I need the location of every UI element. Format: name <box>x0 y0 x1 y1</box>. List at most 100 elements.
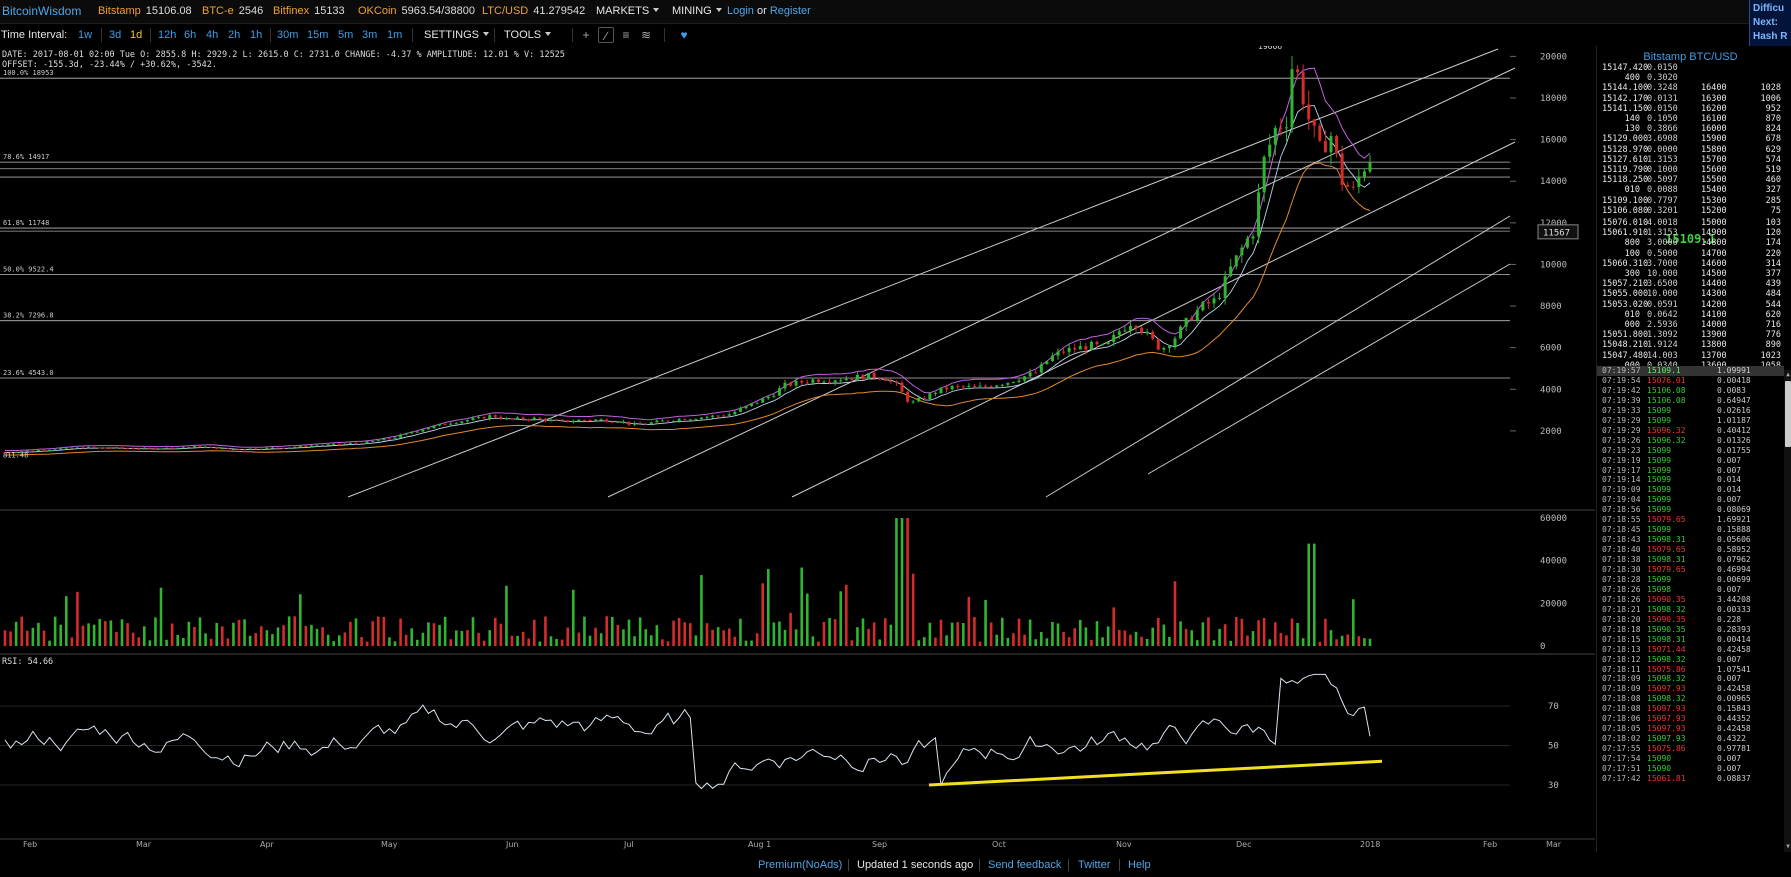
candle-body <box>1128 325 1132 331</box>
candle-body <box>783 382 787 389</box>
trade-amount: 0.0083 <box>1717 385 1746 395</box>
candle-body <box>649 422 653 425</box>
candle-body <box>566 420 570 422</box>
order-row[interactable]: 15119.790 0.1000 15600 519 <box>1597 165 1784 175</box>
order-row[interactable]: 800 3.0000 14800 174 <box>1597 238 1784 248</box>
candle-body <box>839 380 843 382</box>
order-row[interactable]: 15144.100 0.3248 16400 1028 <box>1597 83 1784 93</box>
price-tick-label: 4000 <box>1540 385 1562 395</box>
exchange-ticker-ltcusd[interactable]: LTC/USD 41.279542 <box>482 5 585 17</box>
candle-body <box>822 381 826 383</box>
order-row[interactable]: 010 0.0642 14100 620 <box>1597 310 1784 320</box>
volume-bar <box>449 639 453 646</box>
trendline-tool-icon[interactable]: ∕ <box>598 27 614 43</box>
volume-bar <box>633 636 636 646</box>
interval-30m[interactable]: 30m <box>277 29 299 41</box>
volume-bar <box>499 623 503 646</box>
order-row[interactable]: 15057.210 3.6500 14400 439 <box>1597 279 1784 289</box>
order-row[interactable]: 15118.250 0.5097 15500 460 <box>1597 175 1784 185</box>
bell-icon[interactable]: ♥ <box>680 28 688 42</box>
trade-scrollbar-thumb[interactable] <box>1785 381 1791 447</box>
order-row[interactable]: 15061.910 1.3153 14900 120 <box>1597 228 1784 238</box>
pen-tool-icon[interactable]: ≋ <box>640 28 652 42</box>
candle-body <box>1089 341 1093 350</box>
order-row[interactable]: 15060.310 3.7000 14600 314 <box>1597 259 1784 269</box>
market-title[interactable]: Bitstamp BTC/USD <box>1643 51 1738 63</box>
trade-price: 15098 <box>1647 584 1672 594</box>
order-row[interactable]: 000 0.0340 13600 1058 <box>1597 361 1784 371</box>
difficulty-panel[interactable]: Difficu Next: Hash R <box>1749 0 1791 46</box>
order-row[interactable]: 15051.800 1.3092 13900 776 <box>1597 330 1784 340</box>
order-row[interactable]: 15106.080 0.3201 15200 75 <box>1597 206 1784 216</box>
exchange-ticker-btce[interactable]: BTC-e 2546 <box>202 5 263 17</box>
mining-menu[interactable]: MINING <box>672 5 722 17</box>
volume-bar <box>583 616 586 646</box>
crosshair-tool-icon[interactable]: + <box>582 28 590 42</box>
settings-menu[interactable]: SETTINGS <box>424 29 490 41</box>
interval-1m[interactable]: 1m <box>387 29 403 41</box>
interval-1d[interactable]: 1d <box>130 29 143 41</box>
order-row[interactable]: 15127.610 1.3153 15700 574 <box>1597 155 1784 165</box>
order-row[interactable]: 15047.480 14.003 13700 1023 <box>1597 351 1784 361</box>
login-link[interactable]: Login <box>727 5 754 17</box>
order-row[interactable]: 000 2.5936 14000 716 <box>1597 320 1784 330</box>
depth-price: 14100 <box>1701 309 1727 320</box>
order-row[interactable]: 15129.000 3.6908 15900 678 <box>1597 134 1784 144</box>
order-row[interactable]: 140 0.1050 16100 870 <box>1597 114 1784 124</box>
order-row[interactable]: 15053.020 0.0591 14200 544 <box>1597 300 1784 310</box>
feedback-link[interactable]: Send feedback <box>988 859 1062 871</box>
candle-body <box>1084 346 1088 350</box>
interval-1w[interactable]: 1w <box>78 29 93 41</box>
trade-scrollbar[interactable] <box>1784 370 1791 852</box>
interval-4h[interactable]: 4h <box>206 29 219 41</box>
order-row[interactable]: 15109.100 0.7797 15300 285 <box>1597 196 1784 206</box>
candle-body <box>1251 236 1255 239</box>
premium-link[interactable]: Premium(NoAds) <box>758 859 843 871</box>
order-row[interactable]: 100 0.5000 14700 220 <box>1597 249 1784 259</box>
top-bar: BitcoinWisdom Bitstamp 15106.08 BTC-e 2546… <box>0 0 1791 24</box>
order-row[interactable]: 15142.170 0.0131 16300 1006 <box>1597 94 1784 104</box>
volume-bar <box>716 627 720 646</box>
candle-body <box>1268 144 1272 157</box>
price-chart[interactable]: 2000 4000 6000 8000 10000 12000 14000 16000 1800… <box>0 46 1595 852</box>
interval-5m[interactable]: 5m <box>338 29 354 41</box>
register-link[interactable]: Register <box>769 5 811 17</box>
volume-bar <box>1023 634 1026 646</box>
trade-row: 07:18:56 15099 0.08069 <box>1597 505 1784 515</box>
trade-price: 15106.08 <box>1647 385 1686 395</box>
order-row[interactable]: 15048.210 1.9124 13800 890 <box>1597 340 1784 350</box>
markets-menu[interactable]: MARKETS <box>596 5 660 17</box>
order-row[interactable]: 15055.000 10.000 14300 484 <box>1597 289 1784 299</box>
candle-body <box>371 440 375 442</box>
twitter-link[interactable]: Twitter <box>1078 859 1111 871</box>
exchange-ticker-okcoin[interactable]: OKCoin 5963.54/38800 <box>358 5 475 17</box>
volume-bar <box>1184 628 1188 646</box>
interval-1h[interactable]: 1h <box>250 29 263 41</box>
candle-body <box>549 419 553 421</box>
volume-bar <box>9 631 12 646</box>
order-row[interactable]: 15147.420 0.0150 <box>1597 63 1784 73</box>
tools-menu[interactable]: TOOLS <box>504 29 552 41</box>
interval-12h[interactable]: 12h <box>158 29 177 41</box>
order-row[interactable]: 15141.150 0.0150 16200 952 <box>1597 104 1784 114</box>
order-row[interactable]: 15076.010 4.0018 15000 103 <box>1597 218 1784 228</box>
exchange-ticker-bitfinex[interactable]: Bitfinex 15133 <box>273 5 345 17</box>
interval-3m[interactable]: 3m <box>362 29 378 41</box>
candle-body <box>81 447 85 449</box>
trade-amount: 0.05606 <box>1717 535 1751 545</box>
order-row[interactable]: 400 0.3020 <box>1597 73 1784 83</box>
order-row[interactable]: 15128.970 0.0000 15800 629 <box>1597 145 1784 155</box>
fib-tool-icon[interactable]: ≡ <box>622 28 630 42</box>
exchange-ticker-bitstamp[interactable]: Bitstamp 15106.08 <box>98 5 192 17</box>
interval-3d[interactable]: 3d <box>109 29 122 41</box>
order-row[interactable]: 300 10.000 14500 377 <box>1597 269 1784 279</box>
order-row[interactable]: 130 0.3866 16000 824 <box>1597 124 1784 134</box>
site-logo[interactable]: BitcoinWisdom <box>2 4 82 18</box>
help-link[interactable]: Help <box>1128 859 1151 871</box>
interval-6h[interactable]: 6h <box>184 29 197 41</box>
scroll-up-icon[interactable]: ▲ <box>1786 371 1790 378</box>
interval-2h[interactable]: 2h <box>228 29 241 41</box>
interval-15m[interactable]: 15m <box>307 29 329 41</box>
order-row[interactable]: 010 0.0088 15400 327 <box>1597 185 1784 195</box>
scroll-down-icon[interactable]: ▼ <box>1786 843 1790 850</box>
